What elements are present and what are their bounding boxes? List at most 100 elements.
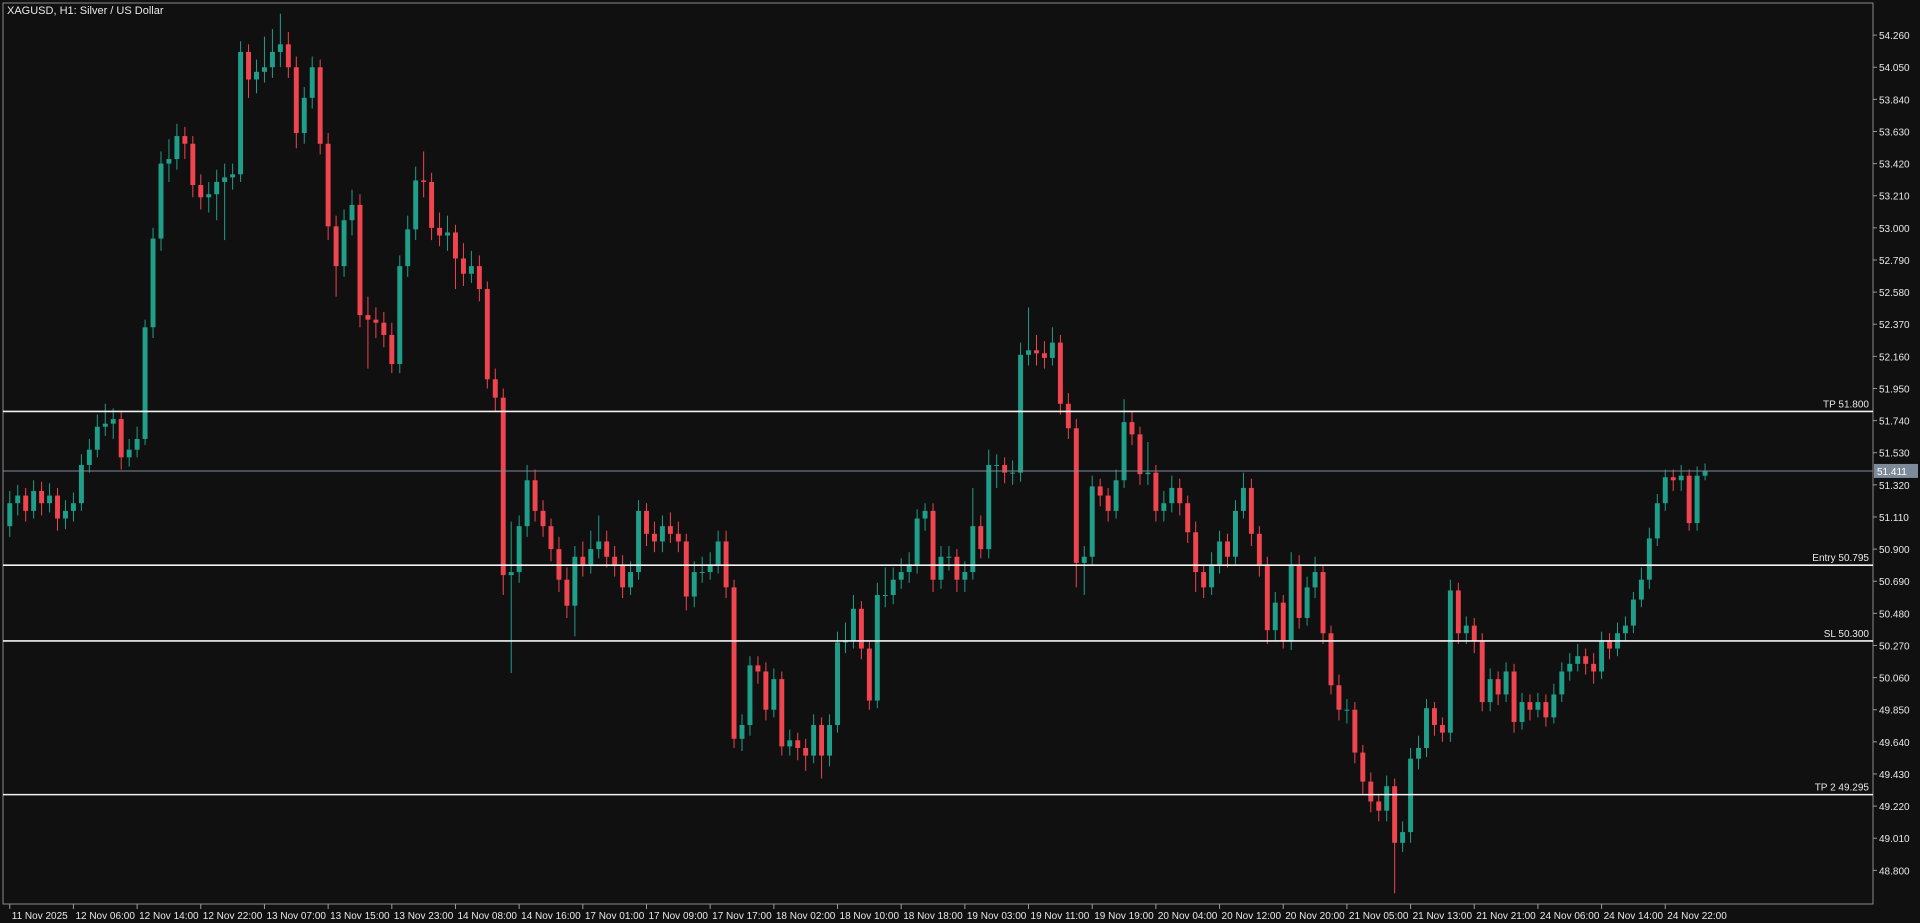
- x-tick-label: 20 Nov 12:00: [1222, 911, 1282, 922]
- candle-body: [1272, 602, 1278, 631]
- candle-body: [1296, 564, 1302, 618]
- candle-body: [1662, 477, 1668, 504]
- candle-body: [158, 163, 164, 239]
- candle-body: [1010, 472, 1016, 474]
- candle-body: [1113, 480, 1119, 511]
- candle-body: [23, 495, 29, 511]
- plot-frame: [2, 2, 1874, 905]
- candle-body: [1320, 572, 1326, 634]
- candle-body: [317, 67, 323, 144]
- candle-body: [914, 518, 920, 565]
- candle-body: [986, 464, 992, 550]
- candle-body: [39, 490, 45, 504]
- x-tick-label: 12 Nov 06:00: [75, 911, 135, 922]
- candle-body: [898, 572, 904, 580]
- candle-body: [835, 642, 840, 726]
- candle-body: [78, 464, 84, 504]
- y-tick-label: 52.790: [1879, 256, 1910, 267]
- candle-body: [453, 232, 458, 259]
- candle-body: [1026, 350, 1032, 355]
- candle-body: [1551, 694, 1557, 718]
- candle-body: [421, 180, 427, 182]
- candle-body: [1455, 590, 1461, 634]
- x-tick-label: 20 Nov 04:00: [1158, 911, 1218, 922]
- candle-body: [333, 226, 339, 267]
- y-tick-label: 49.010: [1879, 834, 1910, 845]
- candle-body: [94, 426, 100, 450]
- candle-body: [413, 180, 419, 230]
- level-label: TP 2 49.295: [1815, 783, 1870, 794]
- candle-body: [1081, 556, 1087, 563]
- price-label: 51.411: [1877, 467, 1907, 478]
- candle-body: [1312, 572, 1318, 588]
- x-tick-label: 18 Nov 02:00: [776, 911, 836, 922]
- candle-body: [1193, 532, 1199, 573]
- candle-body: [1543, 702, 1549, 718]
- x-tick-label: 24 Nov 22:00: [1667, 911, 1727, 922]
- candle-body: [1073, 428, 1079, 563]
- candle-body: [500, 397, 506, 576]
- candle-body: [1057, 342, 1063, 404]
- candle-body: [214, 181, 220, 195]
- candle-body: [285, 44, 291, 68]
- candle-body: [405, 229, 411, 267]
- candle-body: [715, 541, 721, 565]
- candle-body: [222, 177, 228, 182]
- candle-body: [771, 679, 777, 710]
- candle-body: [946, 556, 952, 558]
- candle-body: [1217, 541, 1223, 565]
- candle-body: [1392, 786, 1398, 843]
- candle-body: [850, 608, 856, 641]
- candle-body: [174, 136, 180, 160]
- candle-body: [906, 564, 912, 573]
- candle-body: [1686, 475, 1692, 524]
- x-tick-label: 24 Nov 14:00: [1604, 911, 1664, 922]
- y-tick-label: 52.160: [1879, 352, 1910, 363]
- candle-body: [1161, 503, 1167, 511]
- candle-body: [254, 71, 259, 80]
- x-tick-label: 13 Nov 07:00: [266, 911, 326, 922]
- candle-body: [246, 51, 252, 80]
- x-tick-label: 19 Nov 11:00: [1031, 911, 1090, 922]
- candle-body: [699, 572, 705, 574]
- candle-body: [659, 526, 665, 542]
- y-tick-label: 50.270: [1879, 641, 1910, 652]
- candle-body: [1439, 725, 1445, 733]
- candle-body: [604, 541, 610, 557]
- candle-body: [1288, 564, 1294, 641]
- candle-body: [1105, 495, 1111, 511]
- candle-body: [1527, 702, 1533, 710]
- candle-body: [1646, 538, 1652, 580]
- candle-body: [628, 572, 634, 588]
- candle-body: [1137, 434, 1143, 475]
- candle-body: [190, 143, 196, 186]
- candle-body: [667, 526, 673, 534]
- candle-body: [206, 194, 212, 198]
- x-tick-label: 17 Nov 01:00: [585, 911, 645, 922]
- candle-body: [365, 315, 371, 320]
- x-tick-label: 14 Nov 16:00: [521, 911, 581, 922]
- x-tick-label: 13 Nov 23:00: [394, 911, 454, 922]
- candle-body: [1225, 541, 1230, 557]
- y-tick-label: 51.950: [1879, 384, 1910, 395]
- candle-body: [1304, 587, 1310, 618]
- candle-body: [429, 181, 435, 228]
- candle-body: [198, 185, 204, 198]
- y-tick-label: 50.690: [1879, 577, 1910, 588]
- candle-body: [811, 725, 817, 756]
- candle-body: [1424, 708, 1429, 748]
- candle-body: [787, 740, 793, 747]
- candle-body: [970, 526, 976, 573]
- candle-body: [922, 510, 928, 519]
- candle-body: [707, 564, 713, 573]
- candle-body: [1089, 486, 1095, 557]
- candle-body: [795, 740, 801, 748]
- x-tick-label: 21 Nov 21:00: [1476, 911, 1536, 922]
- candle-body: [691, 572, 697, 597]
- candle-body: [1384, 786, 1390, 811]
- candle-body: [938, 556, 944, 580]
- x-tick-label: 21 Nov 05:00: [1349, 911, 1409, 922]
- candle-body: [182, 136, 188, 144]
- candle-body: [1002, 464, 1008, 473]
